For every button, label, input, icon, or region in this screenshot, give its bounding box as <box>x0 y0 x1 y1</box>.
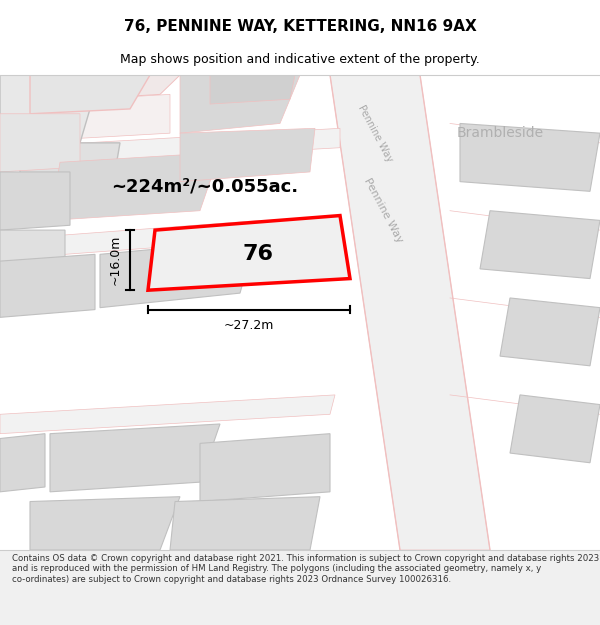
Text: Contains OS data © Crown copyright and database right 2021. This information is : Contains OS data © Crown copyright and d… <box>12 554 599 584</box>
Polygon shape <box>0 230 65 279</box>
Polygon shape <box>480 211 600 279</box>
Polygon shape <box>460 124 600 191</box>
Polygon shape <box>20 143 120 211</box>
Polygon shape <box>0 114 80 172</box>
Text: ~16.0m: ~16.0m <box>109 235 121 286</box>
Text: 76: 76 <box>242 244 274 264</box>
Polygon shape <box>0 221 260 259</box>
Polygon shape <box>0 128 340 167</box>
Polygon shape <box>510 395 600 462</box>
Polygon shape <box>0 172 70 230</box>
Polygon shape <box>180 75 300 133</box>
Polygon shape <box>210 75 295 104</box>
Polygon shape <box>170 497 320 550</box>
Text: ~224m²/~0.055ac.: ~224m²/~0.055ac. <box>112 177 299 196</box>
Polygon shape <box>148 216 350 290</box>
Polygon shape <box>30 497 180 550</box>
Polygon shape <box>200 434 330 501</box>
Polygon shape <box>50 152 220 221</box>
Polygon shape <box>0 94 170 143</box>
Polygon shape <box>100 240 255 308</box>
Text: ~27.2m: ~27.2m <box>224 319 274 332</box>
Text: 76, PENNINE WAY, KETTERING, NN16 9AX: 76, PENNINE WAY, KETTERING, NN16 9AX <box>124 19 476 34</box>
Polygon shape <box>180 128 315 182</box>
Polygon shape <box>0 254 95 318</box>
Polygon shape <box>50 424 220 492</box>
Text: Pennine Way: Pennine Way <box>356 103 394 163</box>
Polygon shape <box>330 75 490 550</box>
Polygon shape <box>0 75 180 104</box>
Text: Pennine Way: Pennine Way <box>362 177 404 245</box>
Polygon shape <box>30 75 150 114</box>
Text: Map shows position and indicative extent of the property.: Map shows position and indicative extent… <box>120 52 480 66</box>
Polygon shape <box>0 395 335 434</box>
Polygon shape <box>0 434 45 492</box>
Text: Brambleside: Brambleside <box>457 126 544 140</box>
Polygon shape <box>0 75 100 143</box>
Polygon shape <box>500 298 600 366</box>
